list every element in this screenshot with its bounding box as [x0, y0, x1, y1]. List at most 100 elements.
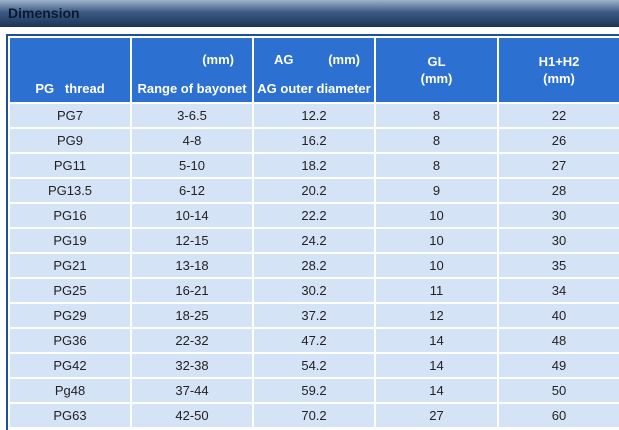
table-cell: 27 — [374, 402, 499, 429]
table-cell: 6-12 — [130, 177, 254, 204]
table-cell: PG63 — [8, 402, 132, 429]
table-cell: 12.2 — [252, 102, 376, 129]
table-cell: PG21 — [8, 252, 132, 279]
header-text: (mm) — [543, 71, 575, 86]
table-row: PG63 42-50 70.2 27 60 — [8, 402, 619, 429]
table-body: PG7 3-6.5 12.2 8 22 PG9 4-8 16.2 8 26 PG11 5-10 18.2… — [8, 102, 619, 429]
table-cell: 10 — [374, 252, 499, 279]
table-cell: 10-14 — [130, 202, 254, 229]
header-text: GL — [427, 54, 446, 69]
table-row: PG25 16-21 30.2 11 34 — [8, 277, 619, 304]
table-row: PG9 4-8 16.2 8 26 — [8, 127, 619, 154]
table-cell: 12-15 — [130, 227, 254, 254]
table-cell: 14 — [374, 327, 499, 354]
header-text: PG thread — [35, 81, 105, 96]
table-cell: 22.2 — [252, 202, 376, 229]
table-cell: 20.2 — [252, 177, 376, 204]
table-cell: 30 — [497, 227, 619, 254]
table-cell: 10 — [374, 227, 499, 254]
table-cell: 16.2 — [252, 127, 376, 154]
table-cell: 14 — [374, 377, 499, 404]
header-cell: H1+H2 (mm) — [497, 36, 619, 104]
table-cell: 5-10 — [130, 152, 254, 179]
table-row: PG7 3-6.5 12.2 8 22 — [8, 102, 619, 129]
table-cell: 18.2 — [252, 152, 376, 179]
table-cell: 22 — [497, 102, 619, 129]
header-text: AG outer diameter — [257, 81, 371, 96]
table-cell: 30.2 — [252, 277, 376, 304]
table-cell: 14 — [374, 352, 499, 379]
table-cell: PG7 — [8, 102, 132, 129]
table-row: PG42 32-38 54.2 14 49 — [8, 352, 619, 379]
header-text: (mm) — [202, 52, 234, 67]
table-cell: 12 — [374, 302, 499, 329]
header-text: (mm) — [328, 52, 360, 67]
header-cell: GL (mm) — [374, 36, 499, 104]
table-cell: 11 — [374, 277, 499, 304]
section-title: Dimension — [8, 5, 80, 21]
table-cell: 26 — [497, 127, 619, 154]
table-cell: 70.2 — [252, 402, 376, 429]
header-text: H1+H2 — [538, 54, 580, 69]
table-cell: 37-44 — [130, 377, 254, 404]
table-cell: PG11 — [8, 152, 132, 179]
header-cell: (mm) Range of bayonet — [130, 36, 254, 104]
table-cell: 28.2 — [252, 252, 376, 279]
table-cell: 8 — [374, 102, 499, 129]
table-row: PG13.5 6-12 20.2 9 28 — [8, 177, 619, 204]
table-cell: 8 — [374, 127, 499, 154]
table-cell: 13-18 — [130, 252, 254, 279]
table-cell: 50 — [497, 377, 619, 404]
table-cell: 28 — [497, 177, 619, 204]
table-row: PG16 10-14 22.2 10 30 — [8, 202, 619, 229]
table-cell: 48 — [497, 327, 619, 354]
header-text: Range of bayonet — [137, 81, 247, 96]
table-cell: 35 — [497, 252, 619, 279]
table-cell: 40 — [497, 302, 619, 329]
table-cell: PG42 — [8, 352, 132, 379]
table-cell: 47.2 — [252, 327, 376, 354]
table-row: PG19 12-15 24.2 10 30 — [8, 227, 619, 254]
table-cell: 42-50 — [130, 402, 254, 429]
table-row: PG29 18-25 37.2 12 40 — [8, 302, 619, 329]
table-cell: 54.2 — [252, 352, 376, 379]
table-cell: PG9 — [8, 127, 132, 154]
table-frame — [6, 34, 619, 430]
table-cell: 27 — [497, 152, 619, 179]
table-cell: 4-8 — [130, 127, 254, 154]
table-cell: 59.2 — [252, 377, 376, 404]
header-row: PG thread (mm) Range of bayonet AG (mm) AG … — [8, 36, 619, 104]
table-cell: 49 — [497, 352, 619, 379]
header-cell: PG thread — [8, 36, 132, 104]
header-text: (mm) — [420, 71, 453, 86]
table-cell: PG13.5 — [8, 177, 132, 204]
table-cell: 22-32 — [130, 327, 254, 354]
table-cell: Pg48 — [8, 377, 132, 404]
table-cell: 18-25 — [130, 302, 254, 329]
table-cell: 8 — [374, 152, 499, 179]
table-cell: 3-6.5 — [130, 102, 254, 129]
table-cell: PG29 — [8, 302, 132, 329]
table-cell: PG19 — [8, 227, 132, 254]
header-text: AG — [274, 52, 294, 67]
header-cell: AG (mm) AG outer diameter — [252, 36, 376, 104]
table-row: PG36 22-32 47.2 14 48 — [8, 327, 619, 354]
table-cell: 32-38 — [130, 352, 254, 379]
table-cell: PG16 — [8, 202, 132, 229]
table-cell: 10 — [374, 202, 499, 229]
table-row: Pg48 37-44 59.2 14 50 — [8, 377, 619, 404]
table-cell: 16-21 — [130, 277, 254, 304]
table-row: PG21 13-18 28.2 10 35 — [8, 252, 619, 279]
table-cell: 34 — [497, 277, 619, 304]
table-cell: 9 — [374, 177, 499, 204]
table-cell: 30 — [497, 202, 619, 229]
table-cell: PG25 — [8, 277, 132, 304]
dimension-table: PG thread (mm) Range of bayonet AG (mm) AG … — [8, 36, 619, 429]
table-cell: 60 — [497, 402, 619, 429]
table-row: PG11 5-10 18.2 8 27 — [8, 152, 619, 179]
table-cell: 37.2 — [252, 302, 376, 329]
table-cell: PG36 — [8, 327, 132, 354]
table-cell: 24.2 — [252, 227, 376, 254]
section-header: Dimension — [0, 0, 619, 27]
